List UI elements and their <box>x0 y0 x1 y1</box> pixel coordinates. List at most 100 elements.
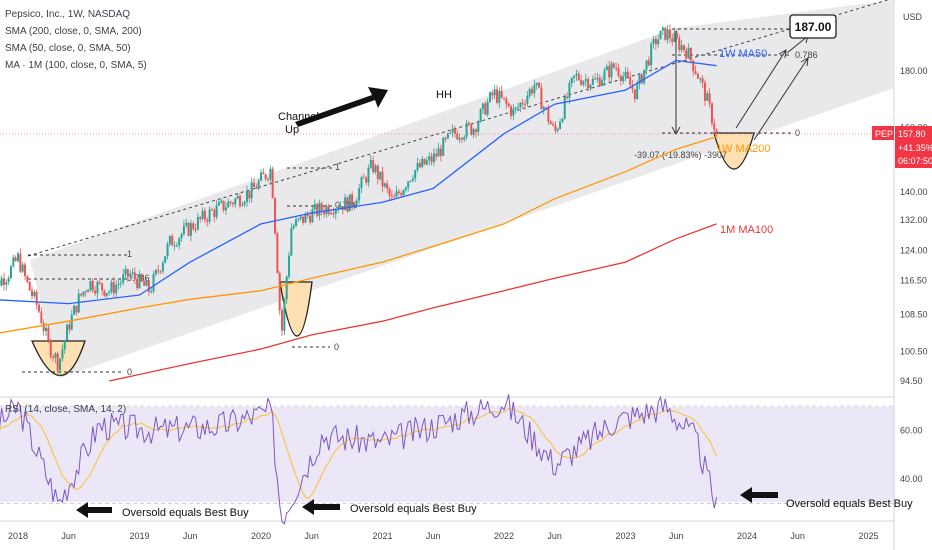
candle-body <box>584 79 587 82</box>
fib-labels: 1 0.786 0 1 0.786 0 0.786 0 <box>127 50 818 377</box>
time-tick-label: Jun <box>669 531 684 541</box>
candle-body <box>255 187 258 189</box>
candle-body <box>248 191 251 199</box>
price-tick-label: 180.00 <box>900 66 928 76</box>
candle-body <box>217 202 220 206</box>
candle-body <box>696 73 699 79</box>
candle-body <box>577 73 580 80</box>
candle-body <box>87 289 90 293</box>
candle-body <box>119 282 122 284</box>
candle-body <box>638 74 641 85</box>
candle-body <box>299 216 302 219</box>
candle-body <box>710 103 713 124</box>
candle-body <box>505 98 508 104</box>
candle-body <box>580 79 583 85</box>
candle-body <box>708 93 711 104</box>
legend-rsi[interactable]: RSI (14, close, SMA, 14, 2) <box>5 404 126 415</box>
candle-body <box>465 123 468 137</box>
time-axis[interactable]: 2018 Jun 2019 Jun 2020 Jun 2021 Jun 2022 Jun 2023 J… <box>8 531 879 541</box>
candle-body <box>365 177 368 183</box>
candle-body <box>470 124 473 135</box>
candle-body <box>418 162 421 168</box>
candle-body <box>397 191 400 194</box>
candle-body <box>650 43 653 66</box>
price-tick-label: 124.00 <box>900 245 928 255</box>
legend-sma50[interactable]: SMA (50, close, 0, SMA, 50) <box>5 43 131 54</box>
candle-body <box>659 30 662 40</box>
candle-body <box>453 128 456 134</box>
candle-body <box>297 218 300 220</box>
time-tick-label: 2022 <box>494 531 514 541</box>
candle-body <box>161 262 164 272</box>
rsi-pane <box>0 394 894 525</box>
candle-body <box>472 129 475 135</box>
candle-body <box>519 102 522 108</box>
candle-body <box>238 195 241 206</box>
candle-body <box>136 279 139 289</box>
candle-body <box>66 324 69 341</box>
price-badge-change: +41.35% <box>898 143 932 153</box>
candle-body <box>103 290 106 296</box>
candle-body <box>512 108 515 116</box>
candle-body <box>573 75 576 78</box>
candle-body <box>360 177 363 189</box>
candle-body <box>147 280 150 292</box>
candle-body <box>346 197 349 212</box>
svg-text:0: 0 <box>334 342 339 352</box>
candle-body <box>531 88 534 94</box>
candle-body <box>131 272 134 274</box>
candle-body <box>582 81 585 85</box>
ma200-label: 1W MA200 <box>716 143 770 155</box>
candle-body <box>77 293 80 313</box>
oversold-note-1: Oversold equals Best Buy <box>76 502 249 519</box>
oversold-note-3: Oversold equals Best Buy <box>740 487 913 510</box>
legend-ma1m[interactable]: MA · 1M (100, close, 0, SMA, 5) <box>5 60 147 71</box>
candle-body <box>42 323 45 332</box>
candle-body <box>692 60 695 72</box>
candle-body <box>706 93 709 101</box>
candle-body <box>647 60 650 66</box>
candle-body <box>425 160 428 165</box>
candle-body <box>9 266 12 279</box>
price-tick-label: 140.00 <box>900 187 928 197</box>
candle-body <box>629 77 632 86</box>
time-tick-label: 2023 <box>615 531 635 541</box>
time-tick-label: 2019 <box>129 531 149 541</box>
currency-label: USD <box>903 12 923 22</box>
candle-body <box>449 132 452 134</box>
oversold-note-2: Oversold equals Best Buy <box>302 499 477 515</box>
candle-body <box>601 80 604 87</box>
candle-body <box>96 281 99 294</box>
candle-body <box>458 138 461 140</box>
candle-body <box>467 123 470 125</box>
candle-body <box>446 133 449 139</box>
candle-body <box>24 264 27 276</box>
rsi-axis[interactable]: 40.00 60.00 <box>900 425 923 484</box>
candle-body <box>657 39 660 45</box>
candle-body <box>243 202 246 205</box>
candle-body <box>108 291 111 294</box>
svg-text:0.786: 0.786 <box>335 200 358 210</box>
candle-body <box>278 272 281 311</box>
candle-body <box>52 356 55 358</box>
candle-body <box>203 210 206 220</box>
candle-body <box>701 78 704 83</box>
candle-body <box>91 280 94 291</box>
candle-body <box>264 174 267 179</box>
candle-body <box>416 162 419 171</box>
svg-text:Oversold equals Best Buy: Oversold equals Best Buy <box>350 503 477 515</box>
svg-text:Oversold equals Best Buy: Oversold equals Best Buy <box>786 498 913 510</box>
legend-sma200[interactable]: SMA (200, close, 0, SMA, 200) <box>5 26 142 37</box>
svg-text:Oversold equals Best Buy: Oversold equals Best Buy <box>122 507 249 519</box>
candle-body <box>568 82 571 99</box>
candle-body <box>451 128 454 133</box>
candle-body <box>666 29 669 40</box>
candle-body <box>311 209 314 223</box>
candle-body <box>575 73 578 76</box>
candle-body <box>671 38 674 42</box>
candle-body <box>615 67 618 69</box>
target-box[interactable] <box>789 14 837 39</box>
candle-body <box>337 209 340 211</box>
rsi-line <box>0 394 718 525</box>
